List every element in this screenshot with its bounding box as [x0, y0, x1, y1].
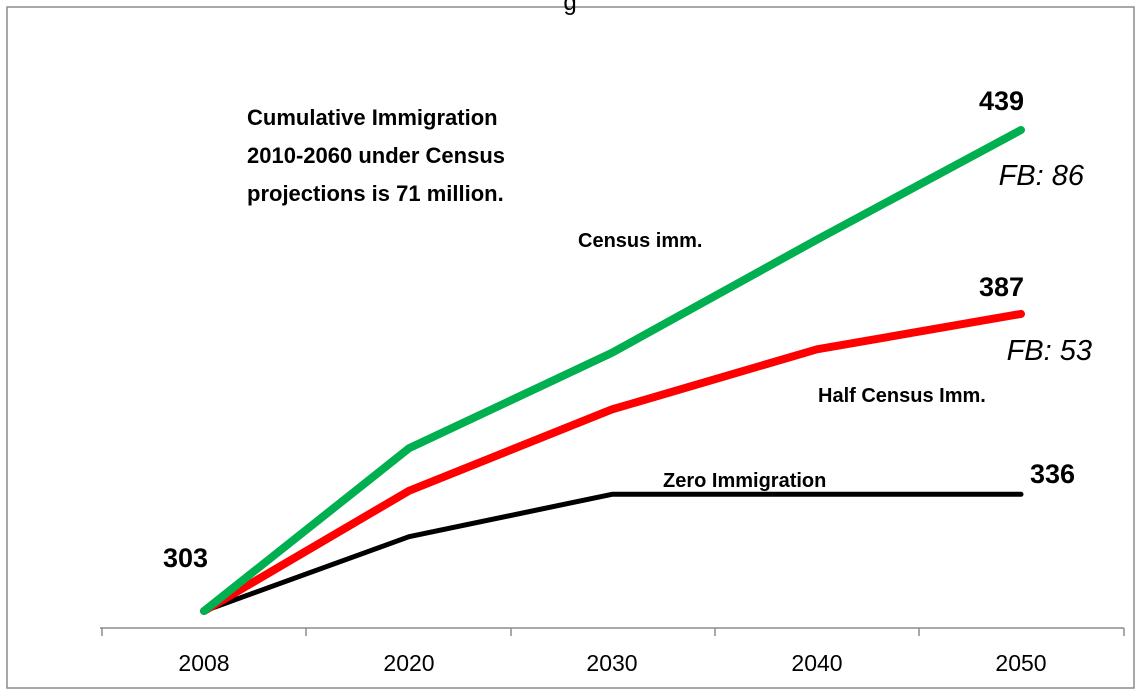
fb-label-census: FB: 86	[999, 160, 1085, 192]
annotation-line-2: 2010-2060 under Census	[247, 143, 505, 168]
x-tick-label: 2008	[178, 650, 229, 676]
end-value-label-zero: 336	[1030, 459, 1075, 489]
x-tick-label: 2030	[586, 650, 637, 676]
end-value-label-half-census: 387	[979, 272, 1024, 302]
chart-title: g	[563, 0, 576, 16]
x-tick-label: 2020	[383, 650, 434, 676]
x-tick-label: 2050	[995, 650, 1046, 676]
series-label-census: Census imm.	[578, 230, 702, 252]
series-label-half-census: Half Census Imm.	[818, 385, 986, 407]
chart-border	[7, 7, 1134, 688]
fb-label-half-census: FB: 53	[1007, 335, 1092, 367]
x-tick-label: 2040	[791, 650, 842, 676]
series-label-zero: Zero Immigration	[663, 470, 826, 492]
start-value-label: 303	[163, 543, 208, 573]
annotation-line-1: Cumulative Immigration	[247, 105, 498, 130]
end-value-label-census: 439	[979, 86, 1024, 116]
annotation-line-3: projections is 71 million.	[247, 181, 504, 206]
